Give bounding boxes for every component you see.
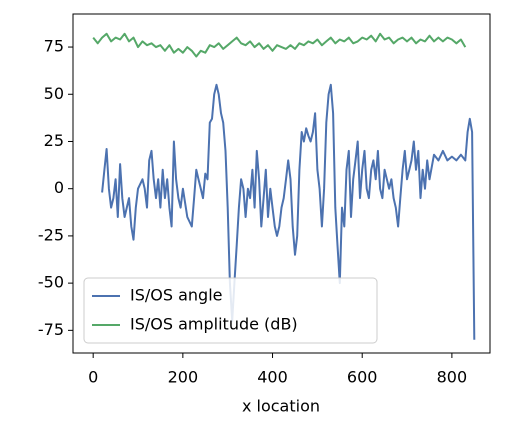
x-tick-label: 200 bbox=[168, 368, 199, 387]
legend-label: IS/OS amplitude (dB) bbox=[130, 315, 298, 334]
y-tick-label: -50 bbox=[38, 273, 64, 292]
y-tick-label: 25 bbox=[44, 131, 64, 150]
line-series bbox=[101, 83, 476, 340]
y-tick-label: -25 bbox=[38, 225, 64, 244]
line-series bbox=[92, 32, 467, 58]
x-tick-label: 600 bbox=[347, 368, 378, 387]
x-tick-label: 400 bbox=[257, 368, 288, 387]
legend-box bbox=[83, 277, 378, 344]
x-tick-label: 0 bbox=[88, 368, 98, 387]
y-tick-label: 75 bbox=[44, 37, 64, 56]
legend-label: IS/OS angle bbox=[130, 286, 223, 305]
y-tick-label: -75 bbox=[38, 320, 64, 339]
y-tick-label: 50 bbox=[44, 84, 64, 103]
plot-frame bbox=[72, 13, 491, 354]
x-tick-label: 800 bbox=[437, 368, 468, 387]
y-tick-label: 0 bbox=[54, 178, 64, 197]
x-axis-label: x location bbox=[242, 397, 320, 416]
